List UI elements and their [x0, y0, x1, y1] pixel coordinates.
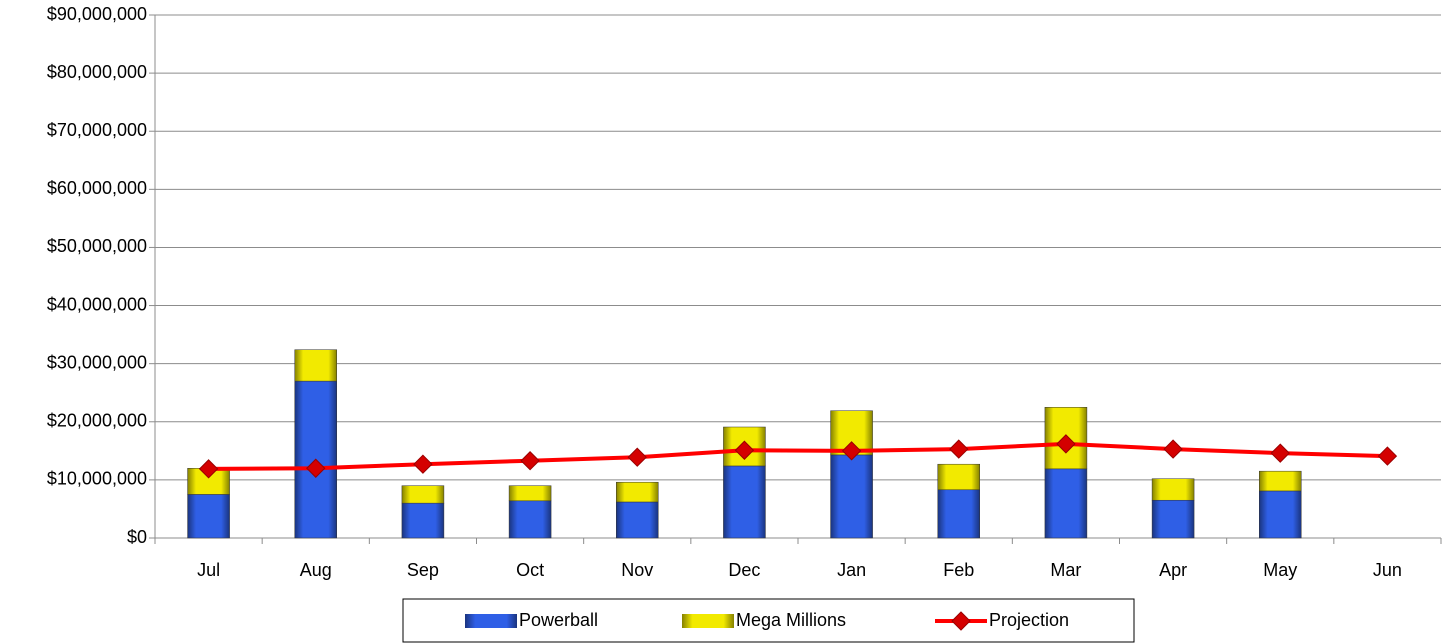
x-tick-label: Jun [1373, 560, 1402, 580]
bar-shade [1044, 468, 1088, 539]
bar-shade [401, 485, 445, 504]
bar-shade [723, 465, 766, 539]
y-tick-label: $80,000,000 [47, 62, 147, 82]
y-tick-label: $40,000,000 [47, 294, 147, 314]
x-tick-label: May [1263, 560, 1297, 580]
bar-shade [1259, 490, 1302, 539]
x-tick-label: Jan [837, 560, 866, 580]
x-tick-label: Feb [943, 560, 974, 580]
legend-swatch-shade [465, 614, 517, 628]
x-tick-label: Nov [621, 560, 653, 580]
bar-shade [1151, 478, 1195, 501]
bar-shade [616, 481, 659, 503]
y-tick-label: $30,000,000 [47, 352, 147, 372]
marker [1056, 434, 1076, 454]
x-tick-label: Apr [1159, 560, 1187, 580]
bar-shade [830, 454, 873, 539]
y-tick-label: $60,000,000 [47, 178, 147, 198]
marker [413, 454, 433, 474]
marker [1377, 446, 1398, 466]
marker [198, 459, 219, 479]
bar-shade [937, 463, 980, 491]
y-tick-label: $50,000,000 [47, 236, 147, 256]
marker [627, 447, 647, 467]
x-tick-label: Oct [516, 560, 544, 580]
line [208, 441, 1388, 471]
x-tick-label: Jul [197, 560, 220, 580]
bar-shade [401, 502, 445, 539]
bar-shade [187, 494, 230, 539]
legend-swatch-shade [682, 614, 734, 628]
marker [520, 451, 540, 471]
x-tick-label: Sep [407, 560, 439, 580]
legend-marker [951, 611, 971, 631]
legend-box [402, 598, 1135, 643]
bar-shade [508, 485, 552, 502]
marker [1163, 439, 1183, 459]
bar-shade [508, 500, 552, 539]
marker [1270, 443, 1290, 463]
marker [841, 441, 862, 461]
x-tick-label: Mar [1050, 560, 1081, 580]
legend-label: Mega Millions [736, 610, 846, 630]
marker [734, 440, 755, 460]
legend-label: Powerball [519, 610, 598, 630]
bar-shade [1151, 499, 1195, 539]
marker [306, 458, 326, 478]
legend-label: Projection [989, 610, 1069, 630]
bar-shade [616, 501, 659, 539]
y-tick-label: $10,000,000 [47, 469, 147, 489]
bar-shade [937, 489, 980, 539]
y-tick-label: $70,000,000 [47, 120, 147, 140]
x-tick-label: Dec [728, 560, 760, 580]
marker [949, 439, 969, 459]
bar-shade [294, 349, 337, 382]
bar-shade [1259, 470, 1302, 492]
x-tick-label: Aug [300, 560, 332, 580]
y-tick-label: $90,000,000 [47, 4, 147, 24]
y-tick-label: $0 [127, 527, 147, 547]
y-tick-label: $20,000,000 [47, 411, 147, 431]
